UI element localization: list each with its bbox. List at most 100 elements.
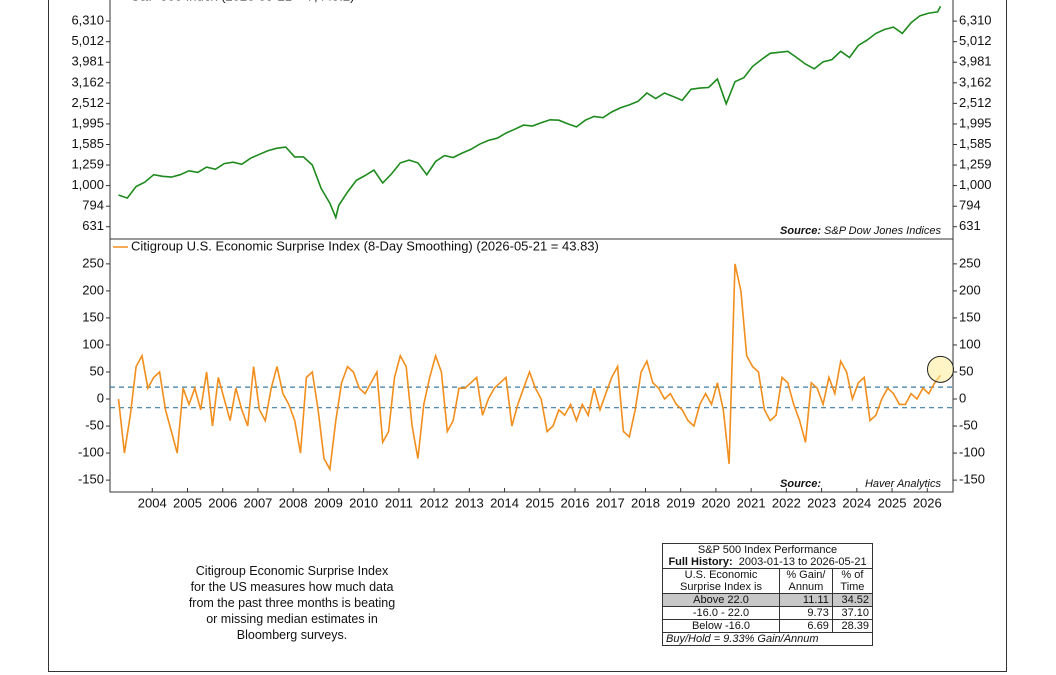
x-tick-label: 2017 — [596, 495, 625, 510]
y-tick-label: 1,995 — [71, 115, 104, 130]
note-line: for the US measures how much data — [190, 580, 394, 594]
table-subtitle: 2003-01-13 to 2026-05-21 — [738, 556, 867, 568]
note: Citigroup Economic Surprise Index for th… — [172, 563, 412, 643]
x-tick-label: 2026 — [913, 495, 942, 510]
y-tick-label: -50 — [85, 417, 104, 432]
x-tick-label: 2006 — [208, 495, 237, 510]
y-tick-label: 250 — [959, 255, 981, 270]
x-tick-label: 2019 — [666, 495, 695, 510]
table-cell: 37.10 — [831, 606, 874, 620]
table-cell: 34.52 — [831, 593, 874, 607]
series-line — [117, 263, 942, 472]
legend-label: Citigroup U.S. Economic Surprise Index (… — [131, 238, 599, 253]
x-tick-label: 2010 — [349, 495, 378, 510]
x-tick-label: 2023 — [807, 495, 836, 510]
y-tick-label: 1,585 — [959, 136, 992, 151]
x-tick-label: 2014 — [490, 495, 519, 510]
x-tick-label: 2009 — [314, 495, 343, 510]
y-tick-label: 0 — [97, 390, 104, 405]
y-tick-label: 1,259 — [71, 156, 104, 171]
table-cell: 6.69 — [779, 619, 833, 633]
y-tick-label: 3,981 — [959, 54, 992, 69]
y-tick-label: 5,012 — [959, 33, 992, 48]
y-tick-label: 200 — [959, 282, 981, 297]
y-tick-label: 3,162 — [959, 74, 992, 89]
y-tick-label: -50 — [959, 417, 978, 432]
series-line — [118, 5, 942, 221]
y-tick-label: 1,259 — [959, 156, 992, 171]
performance-table: S&P 500 Index Performance Full History: 2… — [662, 543, 874, 646]
table-subtitle-label: Full History: — [668, 556, 733, 568]
table-cell: 9.73 — [779, 606, 833, 620]
y-tick-label: 1,000 — [959, 177, 992, 192]
x-tick-label: 2013 — [455, 495, 484, 510]
table-cell: -16.0 - 22.0 — [662, 606, 780, 620]
legend-label: S&P 500 Index (2026-05-21 = 7,445.2) — [131, 0, 354, 3]
source: S&P Dow Jones Indices — [824, 225, 941, 237]
x-tick-label: 2022 — [772, 495, 801, 510]
x-tick-label: 2024 — [842, 495, 871, 510]
y-tick-label: 631 — [959, 218, 981, 233]
table-title-cell: S&P 500 Index Performance Full History: 2… — [662, 543, 873, 569]
note-line: or missing median estimates in — [206, 612, 378, 626]
x-tick-label: 2020 — [701, 495, 730, 510]
x-tick-label: 2011 — [385, 495, 413, 510]
y-tick-label: 1,585 — [71, 136, 104, 151]
x-tick-label: 2007 — [243, 495, 272, 510]
source: Haver Analytics — [865, 478, 942, 490]
x-tick-label: 2008 — [279, 495, 308, 510]
x-tick-label: 2015 — [525, 495, 554, 510]
y-tick-label: 631 — [82, 218, 104, 233]
y-tick-label: 150 — [82, 309, 104, 324]
table-title: S&P 500 Index Performance — [697, 544, 838, 556]
table-footer: Buy/Hold = 9.33% Gain/Annum — [662, 632, 873, 646]
source-label: Source: — [780, 225, 821, 237]
x-tick-label: 2021 — [737, 495, 766, 510]
x-tick-label: 2018 — [631, 495, 660, 510]
x-tick-label: 2012 — [420, 495, 449, 510]
y-tick-label: 2,512 — [71, 95, 104, 110]
y-tick-label: 2,512 — [959, 95, 992, 110]
y-tick-label: 5,012 — [71, 33, 104, 48]
table-cell: 11.11 — [779, 593, 833, 607]
y-tick-label: 250 — [82, 255, 104, 270]
x-tick-label: 2016 — [561, 495, 590, 510]
table-header: % of Time — [831, 568, 874, 594]
y-tick-label: 200 — [82, 282, 104, 297]
y-tick-label: 0 — [959, 390, 966, 405]
x-tick-label: 2004 — [138, 495, 167, 510]
y-tick-label: 1,000 — [71, 177, 104, 192]
y-tick-label: 3,981 — [71, 54, 104, 69]
y-tick-label: 100 — [82, 336, 104, 351]
y-tick-label: -150 — [78, 472, 104, 487]
frame — [48, 0, 1007, 672]
y-tick-label: 50 — [959, 363, 973, 378]
y-tick-label: -150 — [959, 472, 985, 487]
note-line: from the past three months is beating — [188, 596, 396, 610]
note-line: Citigroup Economic Surprise Index — [195, 564, 389, 578]
x-tick-label: 2005 — [173, 495, 202, 510]
table-cell: Below -16.0 — [662, 619, 780, 633]
y-tick-label: 3,162 — [71, 74, 104, 89]
y-tick-label: 6,310 — [959, 13, 992, 28]
table-cell: Above 22.0 — [662, 593, 780, 607]
table-header: U.S. Economic Surprise Index is — [662, 568, 780, 594]
x-tick-label: 2025 — [878, 495, 907, 510]
y-tick-label: 794 — [82, 198, 104, 213]
y-tick-label: 1,995 — [959, 115, 992, 130]
y-tick-label: -100 — [78, 445, 104, 460]
source-label: Source: — [780, 478, 821, 490]
y-tick-label: 794 — [959, 198, 981, 213]
panel-frame — [109, 238, 954, 493]
highlight-circle — [926, 355, 954, 383]
y-tick-label: 100 — [959, 336, 981, 351]
note-line: Bloomberg surveys. — [236, 628, 348, 642]
y-tick-label: 50 — [90, 363, 104, 378]
y-tick-label: 150 — [959, 309, 981, 324]
y-tick-label: 6,310 — [71, 13, 104, 28]
table-header: % Gain/ Annum — [779, 568, 833, 594]
table-cell: 28.39 — [831, 619, 874, 633]
y-tick-label: -100 — [959, 445, 985, 460]
